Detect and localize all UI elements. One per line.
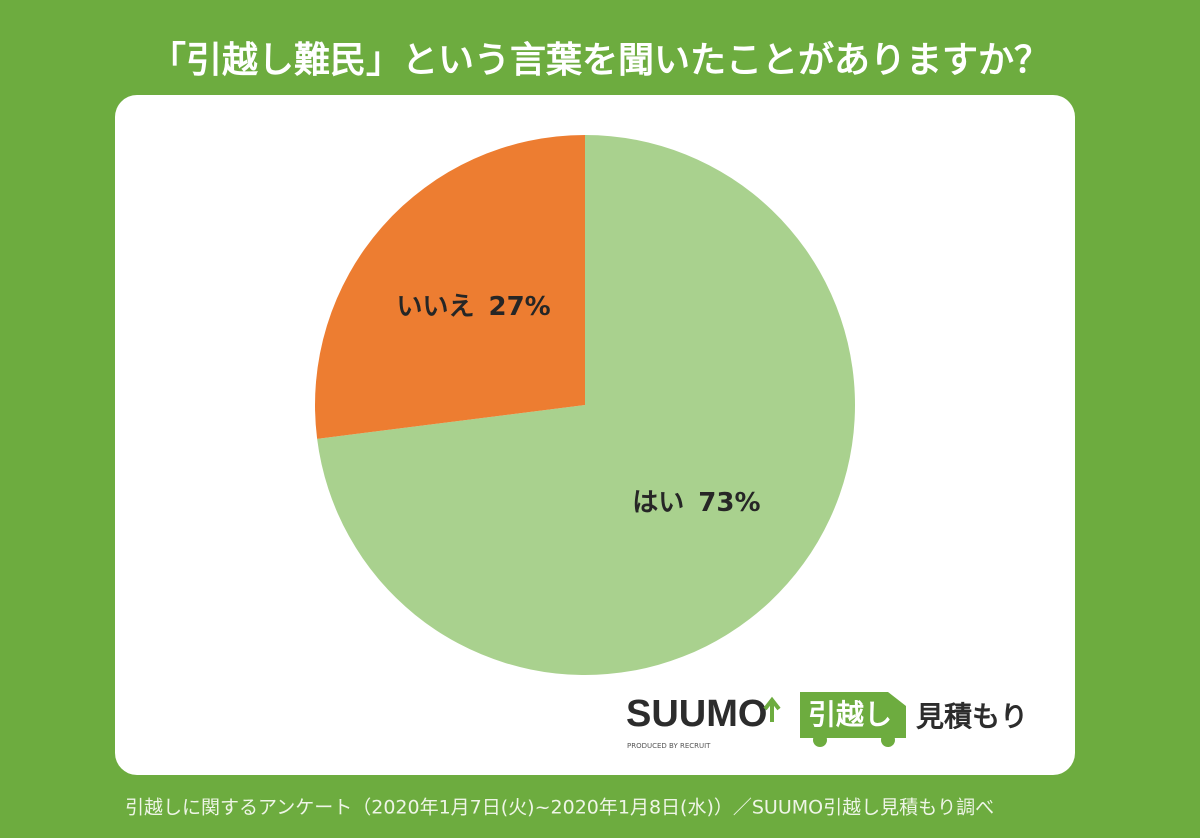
- logo-wheel: [813, 733, 827, 747]
- logo: SUUMO 引越し 見積もり PRODUCED BY RECRUIT: [626, 692, 1028, 750]
- slice-label: はい 73%: [632, 488, 760, 518]
- logo-arrow: [763, 696, 781, 722]
- logo-brand: SUUMO: [626, 693, 767, 735]
- slice-value: 27%: [488, 291, 550, 321]
- slice-category: いいえ: [396, 291, 474, 321]
- logo-credit: PRODUCED BY RECRUIT: [627, 742, 711, 750]
- logo-truck: [800, 692, 906, 738]
- logo-suffix: 見積もり: [916, 700, 1028, 733]
- source-note: 引越しに関するアンケート（2020年1月7日(火)~2020年1月8日(水)）／…: [125, 797, 994, 819]
- slice-label: いいえ 27%: [396, 291, 550, 321]
- pie-slice: [317, 135, 855, 676]
- chart-title: 「引越し難民」という言葉を聞いたことがありますか？: [150, 40, 1050, 81]
- pie: はい 73% いいえ 27%: [315, 135, 855, 676]
- pie-slice: [315, 135, 585, 439]
- logo-service: 引越し: [808, 698, 892, 731]
- logo-wheel: [881, 733, 895, 747]
- slice-category: はい: [632, 488, 684, 518]
- slice-value: 73%: [698, 488, 760, 518]
